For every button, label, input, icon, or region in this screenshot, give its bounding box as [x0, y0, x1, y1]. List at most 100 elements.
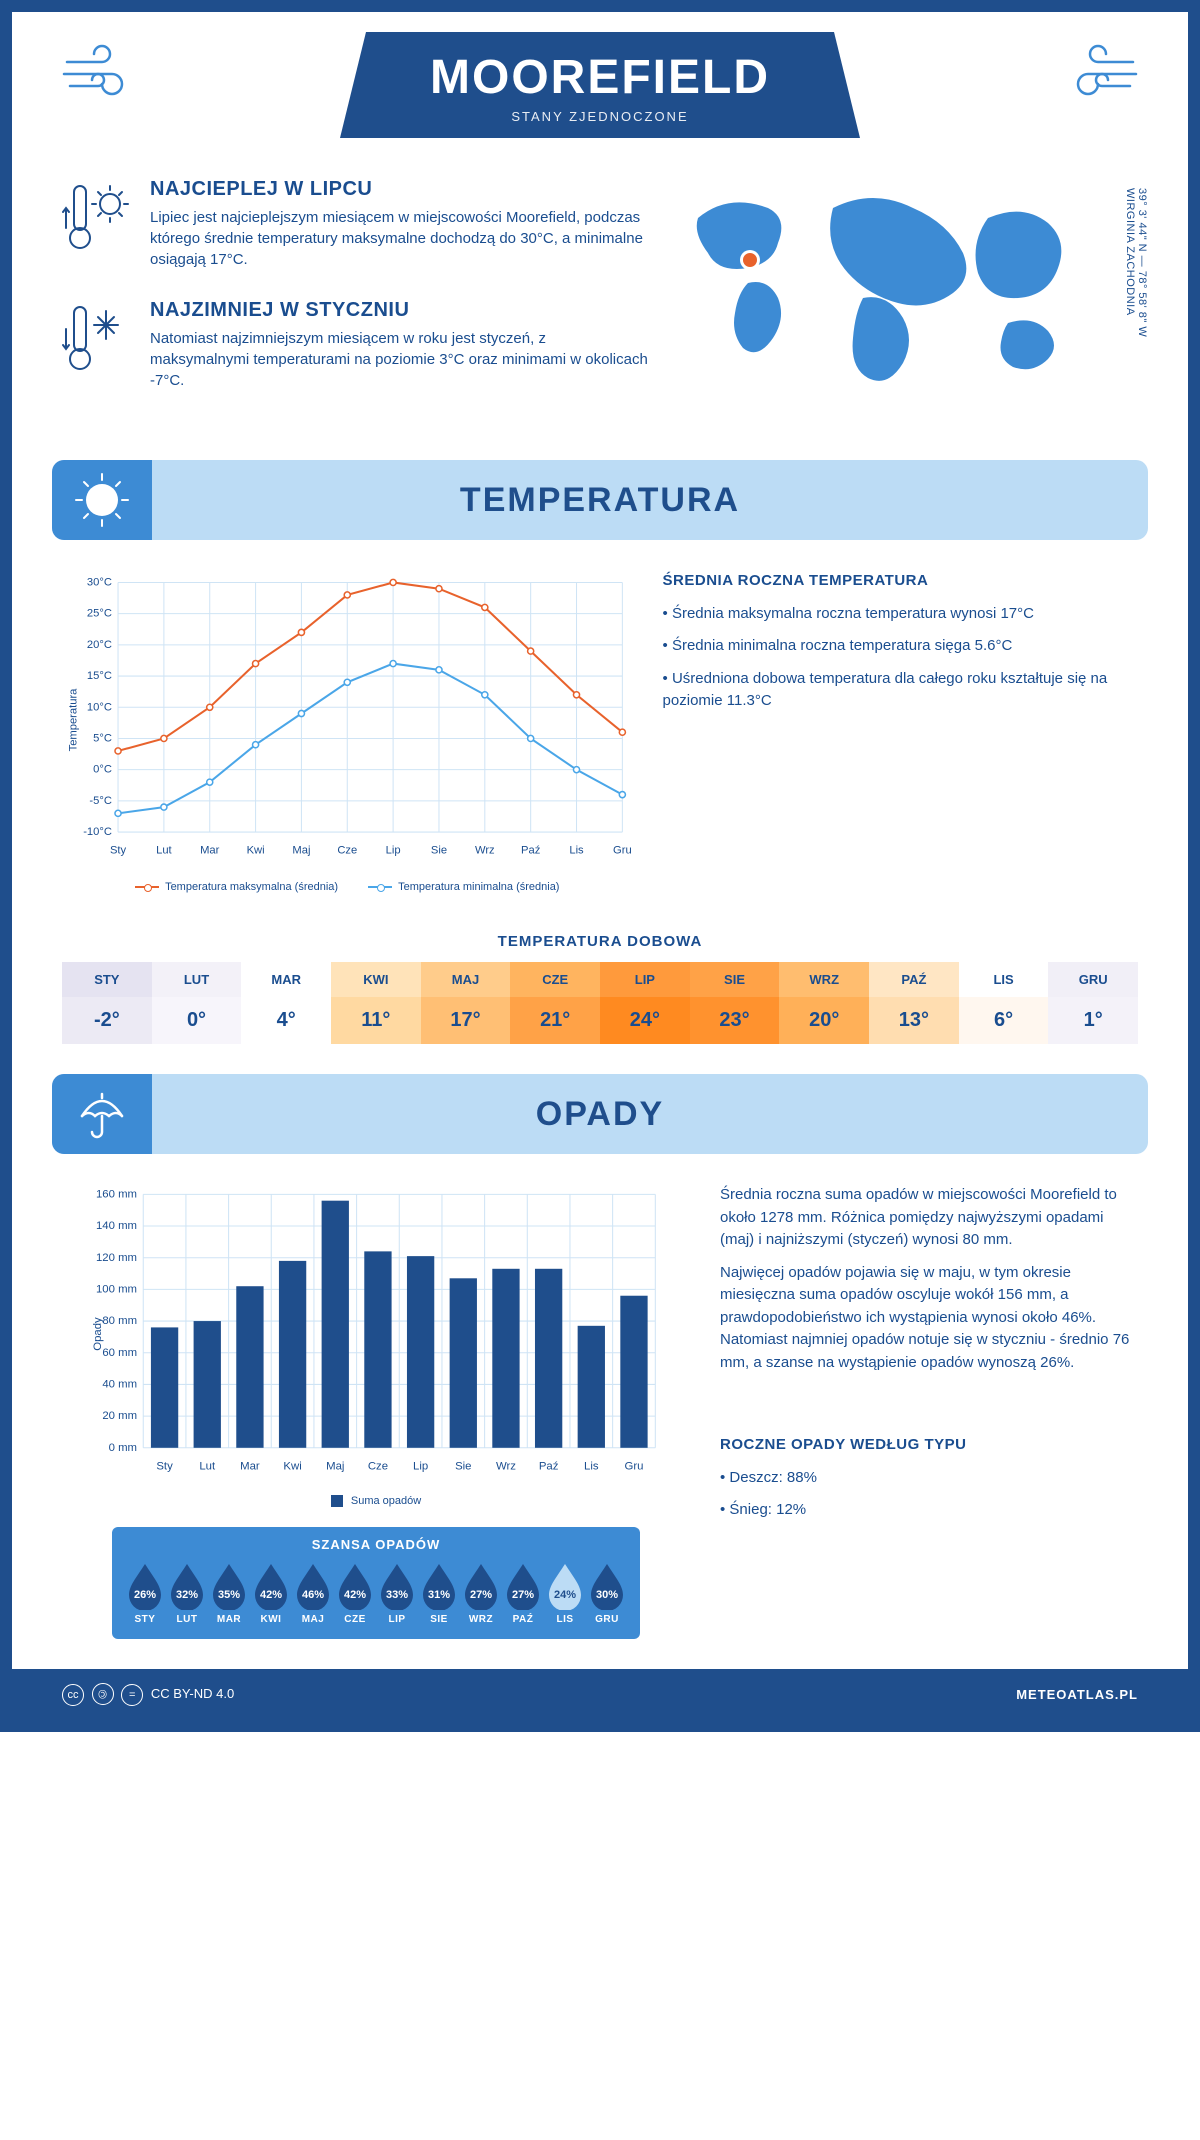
svg-text:32%: 32%	[176, 1589, 198, 1601]
daily-temp-title: TEMPERATURA DOBOWA	[12, 933, 1188, 950]
svg-text:Lut: Lut	[199, 1461, 216, 1473]
license-text: CC BY-ND 4.0	[151, 1686, 234, 1701]
chance-title: SZANSA OPADÓW	[126, 1537, 626, 1552]
umbrella-icon	[52, 1074, 152, 1154]
precip-type-title: ROCZNE OPADY WEDŁUG TYPU	[720, 1434, 1088, 1457]
svg-text:31%: 31%	[428, 1589, 450, 1601]
svg-text:Wrz: Wrz	[496, 1461, 516, 1473]
svg-text:60 mm: 60 mm	[102, 1347, 137, 1359]
svg-text:20 mm: 20 mm	[102, 1410, 137, 1422]
temperature-body: -10°C-5°C0°C5°C10°C15°C20°C25°C30°CStyLu…	[12, 560, 1188, 913]
chance-drop: 27%WRZ	[462, 1562, 500, 1625]
svg-text:120 mm: 120 mm	[96, 1252, 137, 1264]
chance-row: 26%STY32%LUT35%MAR42%KWI46%MAJ42%CZE33%L…	[126, 1562, 626, 1625]
daily-cell: PAŹ13°	[869, 962, 959, 1044]
svg-text:30°C: 30°C	[87, 577, 112, 589]
svg-text:0 mm: 0 mm	[109, 1442, 137, 1454]
avg-temp-b3: • Uśredniona dobowa temperatura dla całe…	[663, 668, 1138, 713]
svg-text:Gru: Gru	[625, 1461, 644, 1473]
license: cc 🄯 = CC BY-ND 4.0	[62, 1683, 234, 1706]
map-container: 39° 3' 44" N — 78° 58' 8" W WIRGINIA ZAC…	[678, 178, 1138, 420]
coordinates: 39° 3' 44" N — 78° 58' 8" W WIRGINIA ZAC…	[1124, 188, 1148, 337]
svg-text:46%: 46%	[302, 1589, 324, 1601]
svg-text:Cze: Cze	[368, 1461, 388, 1473]
thermometer-cold-icon	[62, 299, 132, 392]
cc-icons: cc 🄯 =	[62, 1686, 151, 1701]
svg-text:Sie: Sie	[455, 1461, 471, 1473]
svg-text:80 mm: 80 mm	[102, 1315, 137, 1327]
daily-cell: GRU1°	[1048, 962, 1138, 1044]
svg-text:27%: 27%	[512, 1589, 534, 1601]
intro-facts: NAJCIEPLEJ W LIPCU Lipiec jest najcieple…	[62, 178, 648, 420]
svg-text:20°C: 20°C	[87, 639, 112, 651]
chance-drop: 32%LUT	[168, 1562, 206, 1625]
cc-icon: cc	[62, 1684, 84, 1706]
intro-section: NAJCIEPLEJ W LIPCU Lipiec jest najcieple…	[12, 138, 1188, 450]
temperature-line-chart: -10°C-5°C0°C5°C10°C15°C20°C25°C30°CStyLu…	[62, 570, 633, 870]
temperature-chart-box: -10°C-5°C0°C5°C10°C15°C20°C25°C30°CStyLu…	[62, 570, 633, 893]
svg-text:Sie: Sie	[431, 844, 447, 856]
wind-icon-right	[1068, 42, 1138, 116]
svg-text:140 mm: 140 mm	[96, 1220, 137, 1232]
coords-latlon: 39° 3' 44" N — 78° 58' 8" W	[1136, 188, 1148, 337]
header: MOOREFIELD STANY ZJEDNOCZONE	[12, 12, 1188, 138]
precip-side-text: Średnia roczna suma opadów w miejscowośc…	[720, 1184, 1138, 1649]
precip-p1: Średnia roczna suma opadów w miejscowośc…	[720, 1184, 1138, 1252]
precip-type-rain: • Deszcz: 88%	[720, 1467, 1088, 1490]
svg-text:Maj: Maj	[326, 1461, 344, 1473]
fact-cold-body: Natomiast najzimniejszym miesiącem w rok…	[150, 328, 648, 391]
sun-icon	[52, 460, 152, 540]
svg-text:Paź: Paź	[521, 844, 541, 856]
svg-text:Sty: Sty	[156, 1461, 173, 1473]
svg-text:-5°C: -5°C	[89, 795, 112, 807]
svg-text:Lis: Lis	[569, 844, 584, 856]
svg-text:Mar: Mar	[200, 844, 220, 856]
svg-text:30%: 30%	[596, 1589, 618, 1601]
svg-text:Maj: Maj	[292, 844, 310, 856]
chance-drop: 35%MAR	[210, 1562, 248, 1625]
svg-text:10°C: 10°C	[87, 701, 112, 713]
svg-text:Lut: Lut	[156, 844, 172, 856]
svg-text:35%: 35%	[218, 1589, 240, 1601]
svg-text:5°C: 5°C	[93, 733, 112, 745]
precip-p2: Najwięcej opadów pojawia się w maju, w t…	[720, 1262, 1138, 1375]
chance-drop: 26%STY	[126, 1562, 164, 1625]
fact-cold-title: NAJZIMNIEJ W STYCZNIU	[150, 299, 648, 322]
svg-text:15°C: 15°C	[87, 670, 112, 682]
precip-legend: Suma opadów	[62, 1495, 690, 1507]
avg-temp-title: ŚREDNIA ROCZNA TEMPERATURA	[663, 570, 1138, 593]
svg-text:0°C: 0°C	[93, 764, 112, 776]
site-name: METEOATLAS.PL	[1016, 1687, 1138, 1702]
daily-cell: WRZ20°	[779, 962, 869, 1044]
precip-type-snow: • Śnieg: 12%	[720, 1499, 1088, 1522]
temperature-title: TEMPERATURA	[460, 481, 740, 520]
daily-cell: MAJ17°	[421, 962, 511, 1044]
svg-text:24%: 24%	[554, 1589, 576, 1601]
svg-text:Sty: Sty	[110, 844, 127, 856]
svg-text:40 mm: 40 mm	[102, 1379, 137, 1391]
svg-text:Lip: Lip	[413, 1461, 428, 1473]
temperature-side-text: ŚREDNIA ROCZNA TEMPERATURA • Średnia mak…	[663, 570, 1138, 893]
daily-cell: KWI11°	[331, 962, 421, 1044]
svg-text:33%: 33%	[386, 1589, 408, 1601]
precip-legend-label: Suma opadów	[351, 1495, 421, 1507]
chance-drop: 30%GRU	[588, 1562, 626, 1625]
svg-text:Cze: Cze	[337, 844, 357, 856]
legend-swatch	[331, 1495, 343, 1507]
svg-text:Kwi: Kwi	[247, 844, 265, 856]
chance-drop: 27%PAŹ	[504, 1562, 542, 1625]
svg-text:Lis: Lis	[584, 1461, 599, 1473]
page: MOOREFIELD STANY ZJEDNOCZONE NAJCIEPLEJ …	[0, 0, 1200, 1732]
temperature-banner: TEMPERATURA	[52, 460, 1148, 540]
daily-cell: CZE21°	[510, 962, 600, 1044]
precip-body: 0 mm20 mm40 mm60 mm80 mm100 mm120 mm140 …	[12, 1174, 1188, 1669]
city-title: MOOREFIELD	[430, 50, 770, 105]
thermometer-hot-icon	[62, 178, 132, 271]
daily-cell: MAR4°	[241, 962, 331, 1044]
svg-text:160 mm: 160 mm	[96, 1188, 137, 1200]
svg-text:Opady: Opady	[92, 1317, 104, 1351]
precip-chart-box: 0 mm20 mm40 mm60 mm80 mm100 mm120 mm140 …	[62, 1184, 690, 1649]
precip-banner: OPADY	[52, 1074, 1148, 1154]
chance-drop: 24%LIS	[546, 1562, 584, 1625]
world-map-icon	[678, 178, 1098, 398]
